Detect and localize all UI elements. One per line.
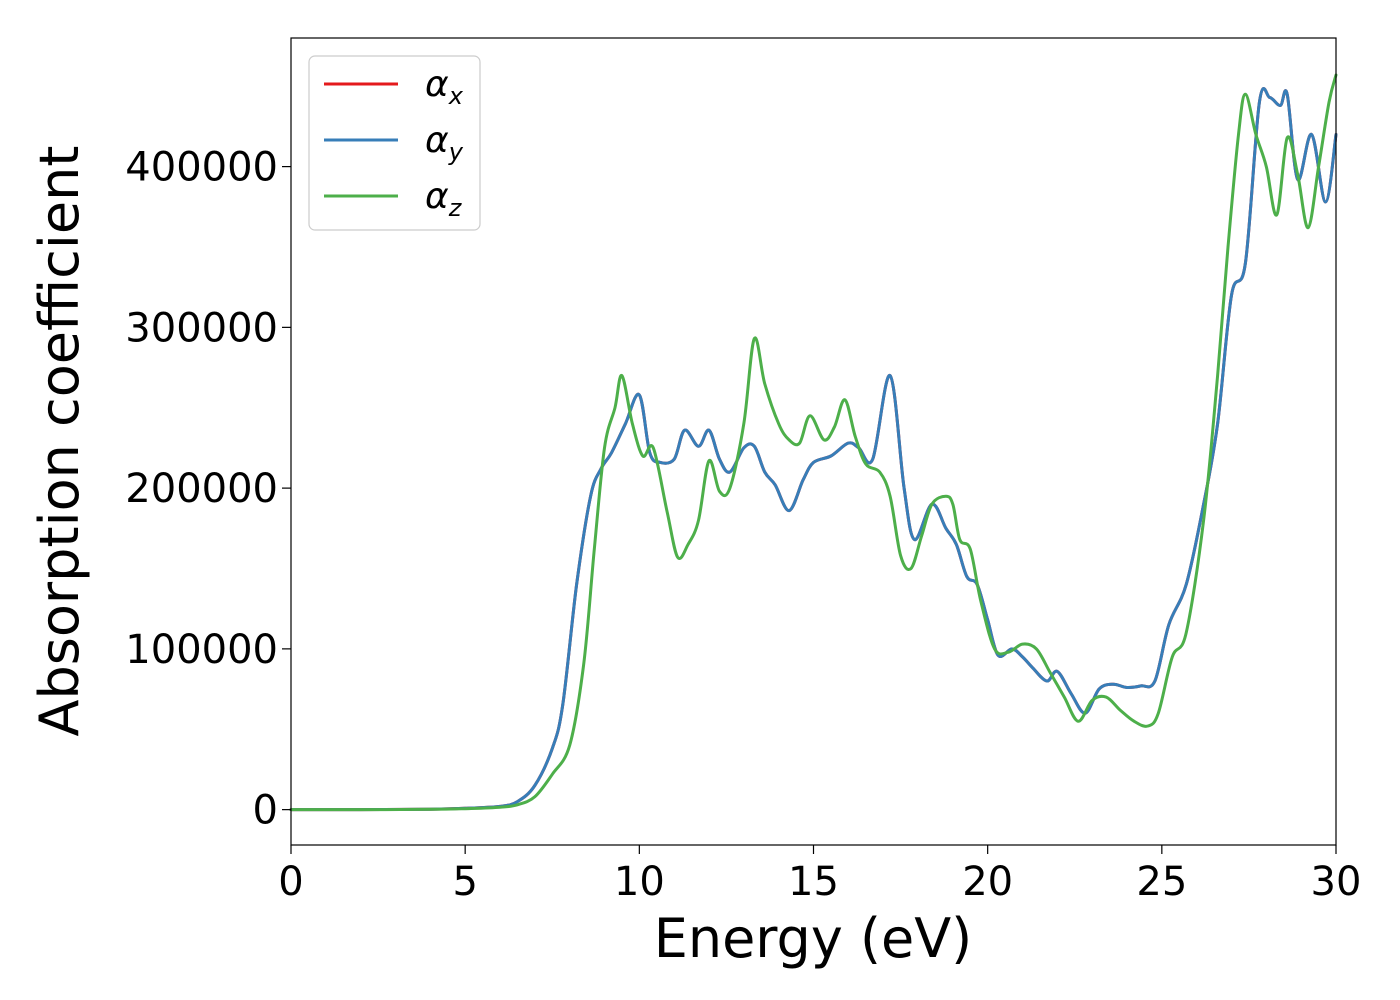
x-axis-ticks: 0 5 10 15 20 25 30	[278, 845, 1361, 905]
y-tick-label: 200000	[125, 466, 278, 512]
legend-label-x: αx	[425, 64, 464, 110]
y-axis-label: Absorption coefficient	[28, 146, 91, 737]
x-tick-label: 15	[788, 859, 839, 905]
x-tick-label: 0	[278, 859, 303, 905]
legend-box	[308, 55, 481, 231]
legend: αx αy αz	[308, 55, 481, 231]
x-axis-label: Energy (eV)	[654, 907, 973, 970]
y-axis-ticks: 0 100000 200000 300000 400000	[125, 145, 291, 834]
y-tick-label: 300000	[125, 305, 278, 351]
legend-label-z: αz	[425, 176, 463, 222]
x-tick-label: 25	[1136, 859, 1187, 905]
series-lines	[289, 73, 1338, 812]
x-tick-label: 5	[452, 859, 477, 905]
x-tick-label: 30	[1311, 859, 1362, 905]
legend-label-y: αy	[425, 120, 464, 166]
y-tick-label: 0	[253, 788, 278, 834]
y-tick-label: 100000	[125, 627, 278, 673]
y-tick-label: 400000	[125, 145, 278, 191]
x-tick-label: 20	[962, 859, 1013, 905]
series-line-z	[289, 73, 1338, 812]
x-tick-label: 10	[614, 859, 665, 905]
